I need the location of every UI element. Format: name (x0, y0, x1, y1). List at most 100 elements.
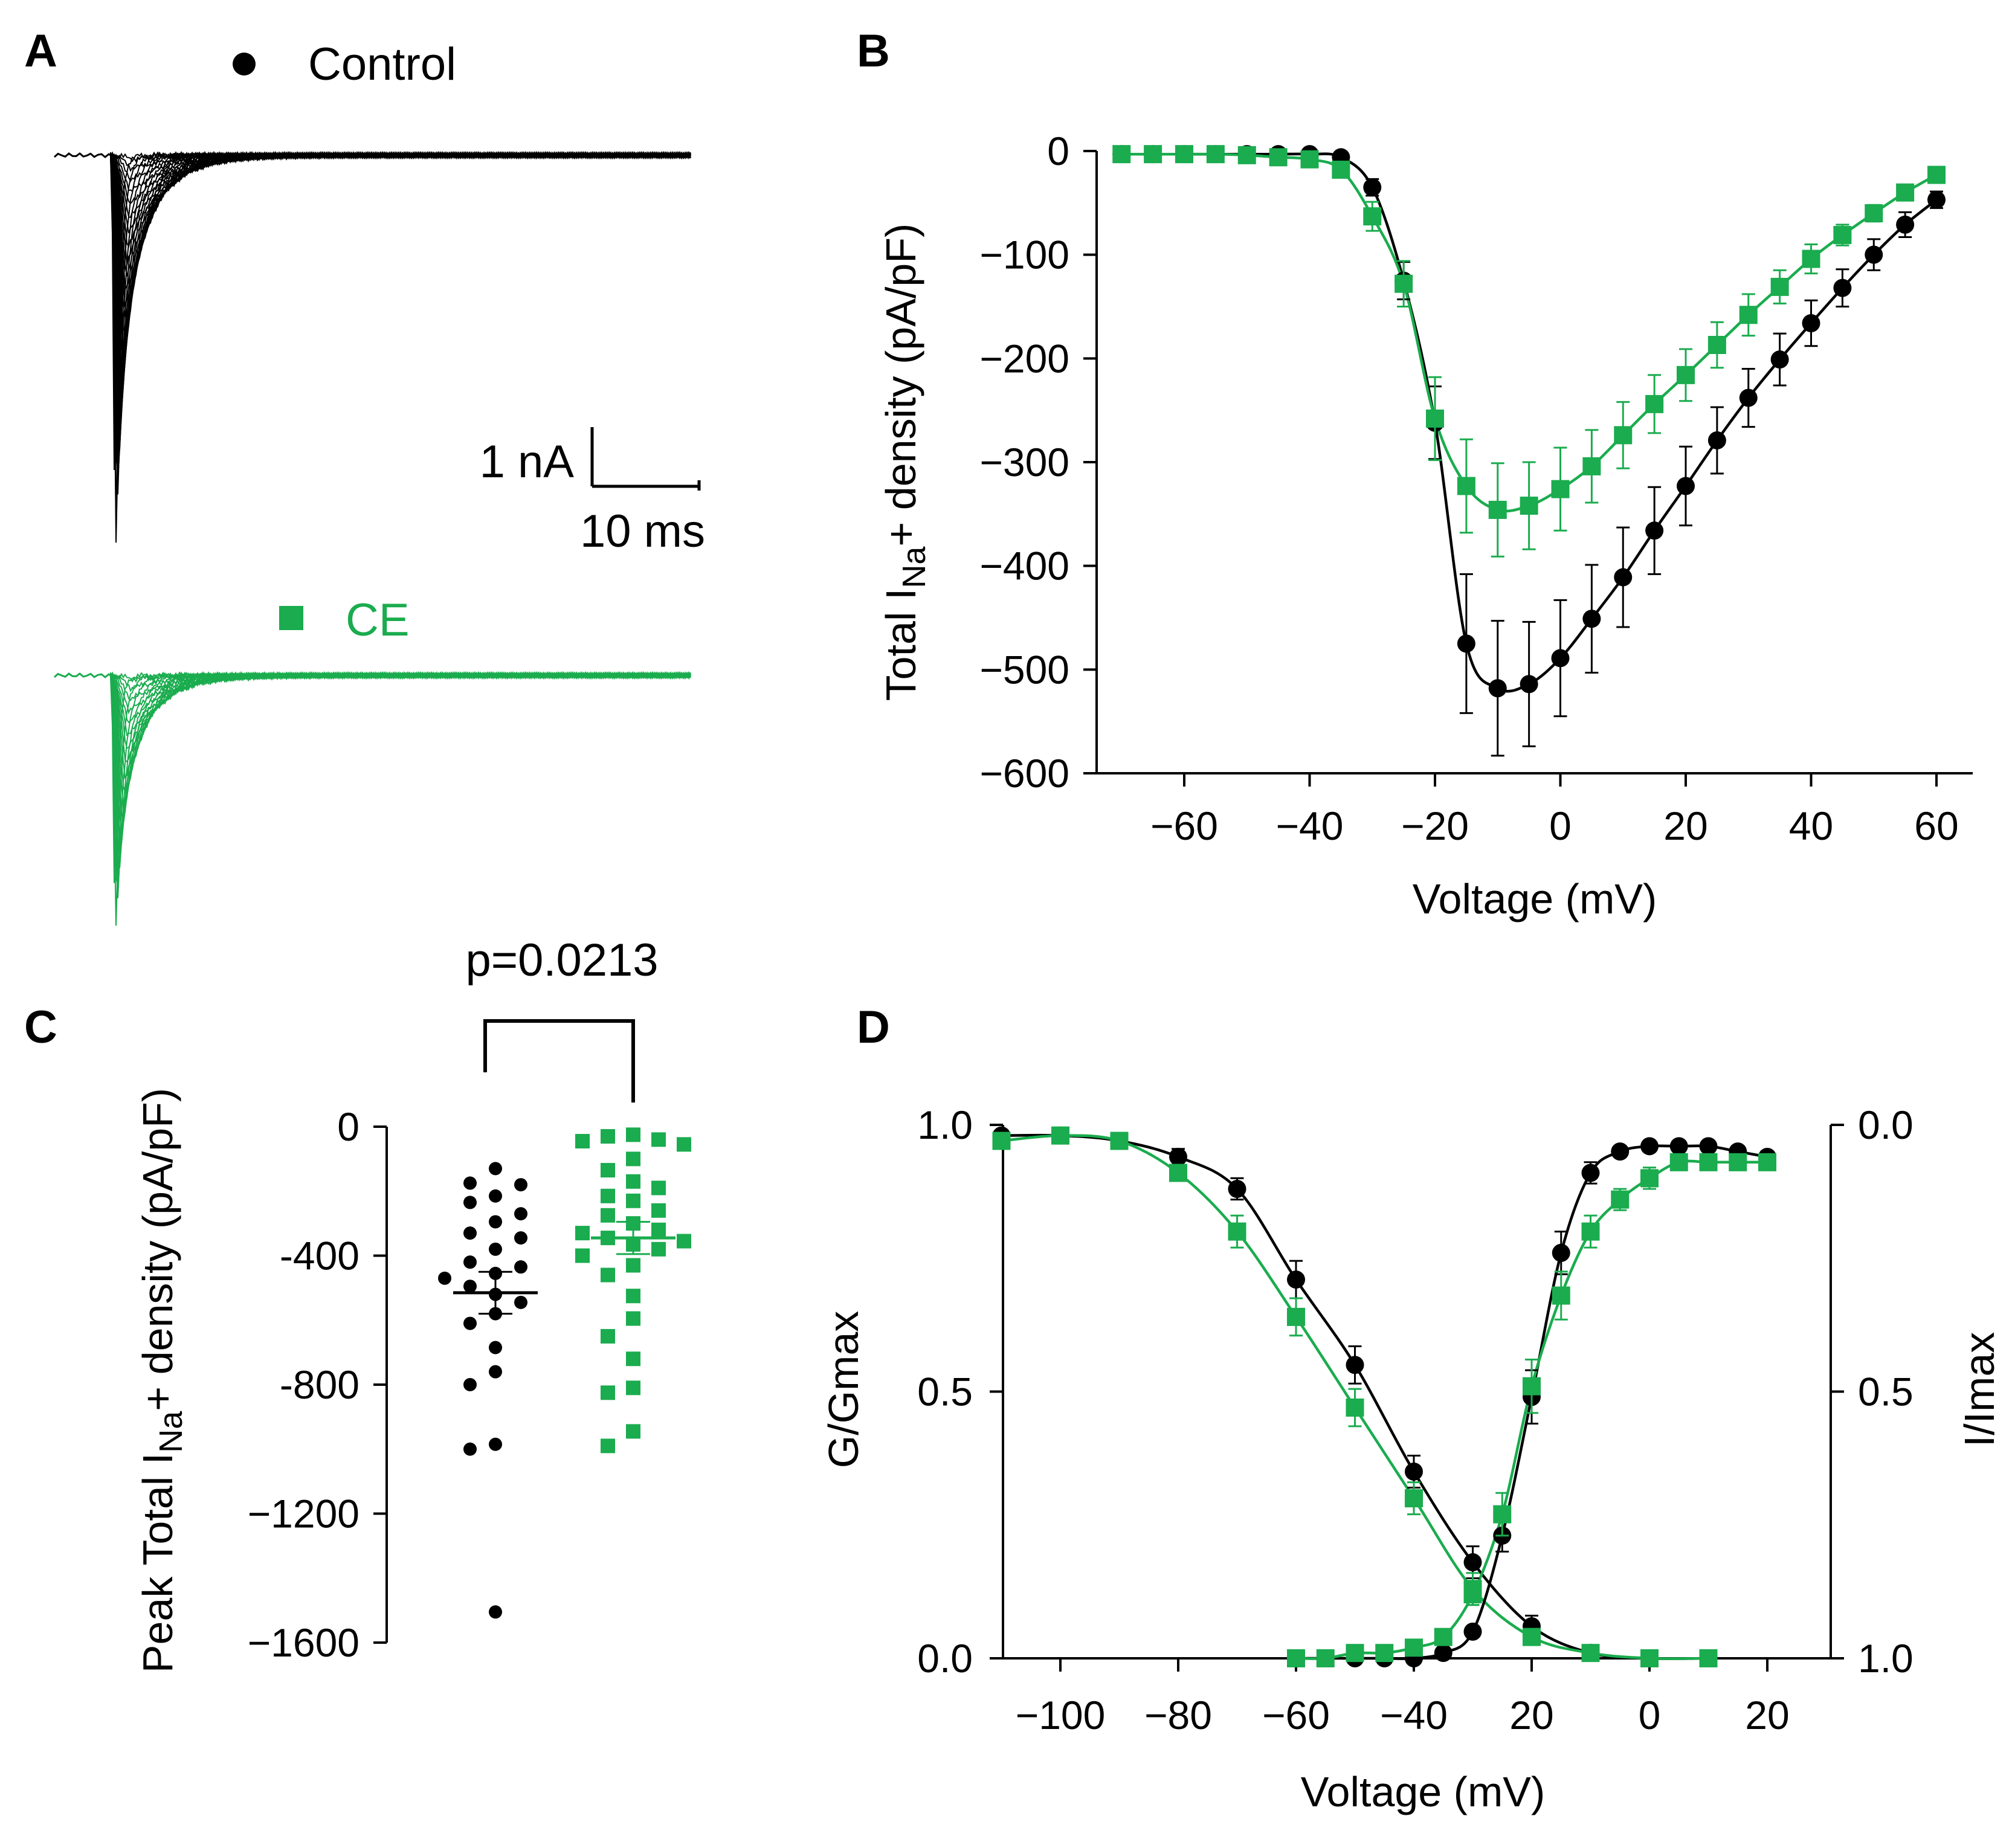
c-point-control-18 (463, 1316, 477, 1330)
trace-control-27 (110, 150, 691, 521)
b-x-tick-label-3: 0 (1549, 803, 1572, 848)
c-y-tick-label-1: -400 (280, 1234, 360, 1278)
c-ticks: 0 -400 -800 −1200 −1600 (248, 1104, 387, 1665)
b-point-ce-14 (1551, 480, 1570, 498)
d-right-y-axis-label: I/Imax (1956, 1332, 2003, 1447)
b-point-ce-7 (1332, 160, 1350, 179)
d-point-ce-inactivation-6 (1346, 1398, 1364, 1417)
b-point-ce-26 (1927, 166, 1946, 184)
c-point-ce-9 (601, 1188, 615, 1203)
d-x-tick-label-6: 20 (1745, 1693, 1789, 1737)
c-point-control-8 (514, 1231, 527, 1245)
d-point-ce-activation-0 (1287, 1649, 1305, 1667)
trace-control-22 (110, 150, 691, 450)
b-point-control-13 (1520, 675, 1538, 694)
d-point-control-inactivation-7 (1405, 1462, 1423, 1481)
b-point-control-11 (1457, 634, 1475, 653)
d-point-ce-inactivation-10 (1581, 1644, 1600, 1663)
trace-control-13 (110, 150, 691, 318)
trace-control-10 (110, 150, 691, 277)
b-y-label-sub: Na (896, 546, 932, 588)
d-point-ce-activation-1 (1316, 1649, 1335, 1667)
b-y-tick-label-2: −200 (979, 336, 1069, 381)
d-point-ce-inactivation-12 (1699, 1649, 1718, 1667)
d-point-ce-activation-7 (1493, 1505, 1512, 1524)
d-point-control-inactivation-8 (1463, 1553, 1482, 1572)
c-point-control-11 (514, 1260, 527, 1274)
c-point-ce-23 (626, 1289, 640, 1304)
c-point-control-0 (489, 1162, 502, 1176)
d-point-ce-activation-15 (1729, 1153, 1747, 1171)
c-y-tick-label-3: −1200 (248, 1492, 360, 1536)
panel-a: A Control 1 nA 10 ms CE (24, 25, 705, 926)
c-point-control-22 (489, 1437, 502, 1451)
trace-ce-18 (110, 671, 691, 887)
d-point-ce-inactivation-5 (1287, 1307, 1305, 1326)
d-point-control-activation-11 (1611, 1142, 1630, 1161)
d-point-ce-activation-10 (1581, 1222, 1600, 1241)
d-left-y-axis-label: G/Gmax (820, 1311, 867, 1469)
d-point-control-activation-10 (1581, 1164, 1600, 1182)
c-point-ce-14 (651, 1222, 666, 1237)
d-point-control-activation-13 (1669, 1137, 1688, 1156)
d-x-tick-label-0: −100 (1016, 1693, 1106, 1737)
d-x-tick-label-4: 20 (1509, 1693, 1553, 1737)
c-point-control-7 (463, 1226, 477, 1240)
b-point-control-15 (1582, 610, 1601, 628)
c-point-control-5 (514, 1207, 527, 1221)
scale-bar-current-label: 1 nA (480, 436, 575, 488)
d-point-ce-activation-16 (1758, 1153, 1776, 1171)
c-point-ce-17 (677, 1234, 691, 1249)
d-point-control-activation-12 (1640, 1137, 1659, 1156)
d-point-ce-activation-6 (1463, 1585, 1482, 1604)
d-point-control-inactivation-3 (1169, 1147, 1187, 1166)
panel-label-a: A (24, 25, 57, 77)
c-point-ce-12 (601, 1208, 615, 1223)
d-point-ce-inactivation-11 (1640, 1649, 1659, 1667)
d-x-tick-label-5: 0 (1639, 1693, 1661, 1737)
d-x-tick-label-3: −40 (1380, 1693, 1448, 1737)
trace-control-baseline (54, 152, 111, 158)
b-y-tick-label-4: −400 (979, 544, 1069, 588)
b-point-ce-3 (1206, 145, 1225, 164)
d-point-ce-activation-12 (1640, 1169, 1659, 1188)
trace-ce-17 (110, 671, 691, 898)
c-point-ce-26 (626, 1351, 640, 1367)
c-point-control-9 (489, 1242, 502, 1256)
b-y-tick-label-5: −500 (979, 647, 1069, 692)
p-value-label: p=0.0213 (465, 935, 658, 986)
b-y-tick-label-1: −100 (979, 233, 1069, 277)
trace-ce-15 (110, 671, 691, 868)
b-point-control-26 (1927, 190, 1946, 209)
trace-control-26 (110, 150, 691, 543)
b-point-ce-11 (1457, 477, 1475, 495)
b-fit-curves (1121, 152, 1938, 693)
b-point-control-16 (1614, 568, 1633, 587)
trace-ce-19 (110, 671, 691, 926)
d-point-ce-inactivation-4 (1228, 1222, 1246, 1241)
c-point-ce-30 (601, 1438, 615, 1454)
d-left-y-tick-label-2: 1.0 (917, 1103, 973, 1147)
b-y-label-part-2: + density (pA/pF) (877, 224, 924, 547)
b-point-ce-10 (1426, 409, 1444, 428)
b-point-control-21 (1770, 350, 1789, 369)
d-left-y-tick-label-1: 0.5 (917, 1370, 973, 1414)
c-point-ce-11 (651, 1203, 666, 1218)
d-right-y-tick-label-1: 0.5 (1858, 1370, 1914, 1414)
d-point-ce-inactivation-1 (1051, 1126, 1069, 1145)
d-point-ce-inactivation-7 (1405, 1489, 1423, 1508)
b-point-control-12 (1488, 679, 1507, 698)
c-sem-control (479, 1270, 512, 1315)
b-point-ce-1 (1144, 145, 1162, 164)
traces-ce (54, 671, 691, 926)
c-point-control-13 (438, 1271, 451, 1285)
b-x-tick-label-6: 60 (1914, 803, 1958, 848)
b-point-control-25 (1896, 215, 1915, 234)
trace-ce-13 (110, 671, 691, 839)
d-point-ce-activation-4 (1405, 1638, 1423, 1657)
d-point-control-inactivation-5 (1287, 1270, 1305, 1289)
b-point-ce-18 (1677, 365, 1695, 384)
legend-label-ce: CE (346, 594, 410, 646)
trace-control-17 (110, 150, 691, 383)
